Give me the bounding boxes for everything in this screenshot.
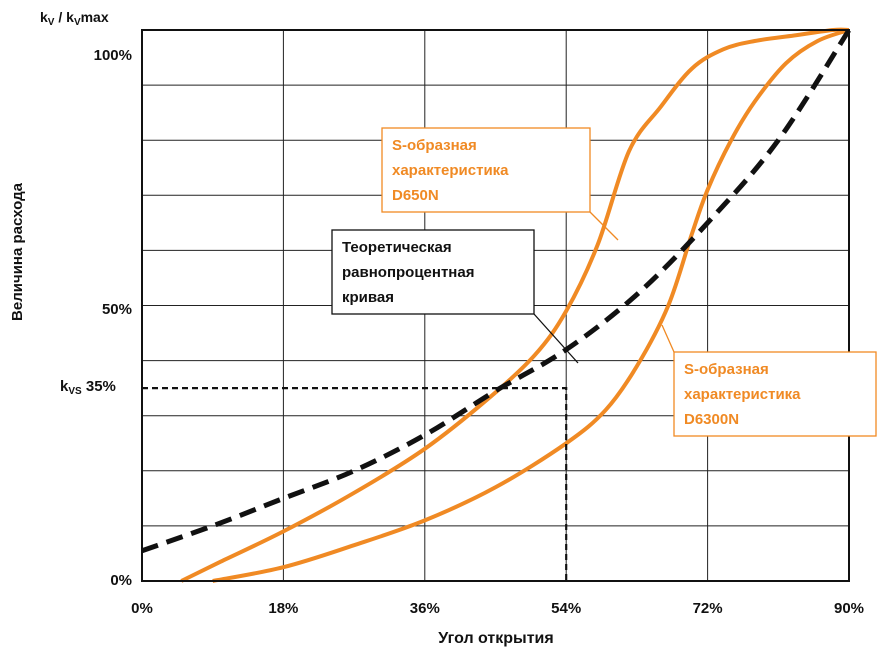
y-axis-title: Величина расхода [9, 182, 26, 321]
annotation-d650n-line-1: S-образная [392, 137, 477, 154]
y-top-label-sub1: V [48, 17, 55, 28]
annotation-d650n-line-2: характеристика [392, 162, 509, 179]
annotation-theory-line-3: кривая [342, 289, 394, 306]
kvs-label-sub: VS [68, 386, 82, 397]
y-tick-label-100: 100% [94, 47, 132, 64]
y-tick-label-50: 50% [102, 301, 132, 318]
y-top-label-main: k [40, 9, 48, 25]
annotation-d650n-box [381, 127, 591, 213]
kvs-label-tail: 35% [82, 378, 116, 395]
annotation-d6300n-box [673, 351, 877, 437]
y-top-label-sub2: V [74, 17, 81, 28]
series-theoretical-curve [141, 28, 852, 554]
kvs-guide-line [142, 387, 568, 581]
y-top-label-sep: / k [54, 9, 74, 25]
x-axis-title: Угол открытия [438, 630, 553, 647]
plot-border [141, 29, 850, 582]
annotation-theory: Теоретическая равнопроцентная кривая [331, 229, 579, 364]
x-tick-label-18: 18% [268, 600, 298, 617]
annotation-d650n-leader [589, 211, 619, 241]
x-tick-labels: 0% 18% 36% 54% 72% 90% [131, 600, 864, 617]
annotation-d6300n-line-2: характеристика [684, 386, 801, 403]
y-top-label-tail: max [81, 9, 109, 25]
annotation-theory-line-1: Теоретическая [342, 239, 452, 256]
x-tick-label-0: 0% [131, 600, 153, 617]
x-tick-label-54: 54% [551, 600, 581, 617]
annotation-d650n: S-образная характеристика D650N [381, 127, 619, 241]
series-d650n-curve [180, 27, 850, 583]
y-tick-label-0: 0% [110, 572, 132, 589]
annotation-d6300n-line-3: D6300N [684, 411, 739, 428]
x-tick-label-72: 72% [693, 600, 723, 617]
y-top-label: kV / kVmax [40, 9, 109, 28]
x-tick-label-90: 90% [834, 600, 864, 617]
series-layer [141, 27, 852, 583]
x-tick-label-36: 36% [410, 600, 440, 617]
kvs-label: kVS 35% [60, 378, 116, 397]
annotation-d6300n-line-1: S-образная [684, 361, 769, 378]
annotation-theory-leader [533, 313, 579, 364]
annotation-d650n-line-3: D650N [392, 187, 439, 204]
annotation-d6300n-leader [661, 324, 675, 353]
annotation-d6300n: S-образная характеристика D6300N [661, 324, 877, 437]
kvs-label-main: k [60, 378, 69, 395]
series-d6300n-curve [212, 28, 850, 583]
annotation-theory-line-2: равнопроцентная [342, 264, 474, 281]
annotation-theory-box [331, 229, 535, 315]
